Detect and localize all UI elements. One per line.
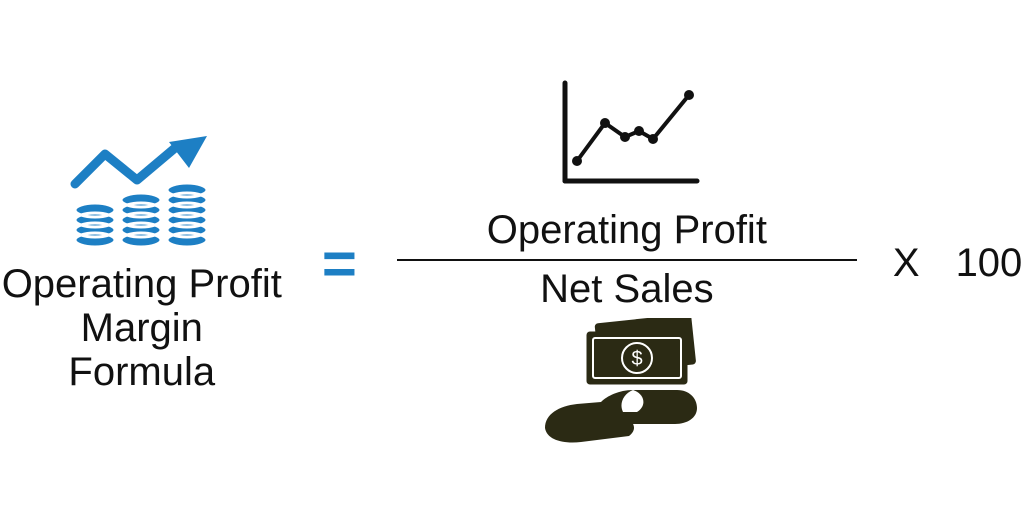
formula-title-line3: Formula [68,350,215,394]
line-chart-icon [547,73,707,198]
formula-title-line1: Operating Profit [2,262,282,306]
numerator-label: Operating Profit [457,202,797,259]
formula-row: Operating Profit Margin Formula = [0,0,1024,526]
formula-infographic: Operating Profit Margin Formula = [0,0,1024,526]
svg-text:$: $ [631,348,642,370]
equals-sign: = [322,229,357,298]
fraction-block: Operating Profit Net Sales $ [397,73,857,453]
formula-title-line2: Margin [81,306,203,350]
constant-100: 100 [956,241,1023,286]
denominator-label: Net Sales [510,261,743,318]
lhs-block: Operating Profit Margin Formula [2,132,282,395]
multiply-sign: X [893,241,920,286]
coins-growth-icon [57,132,227,257]
hand-cash-icon: $ [537,318,717,453]
